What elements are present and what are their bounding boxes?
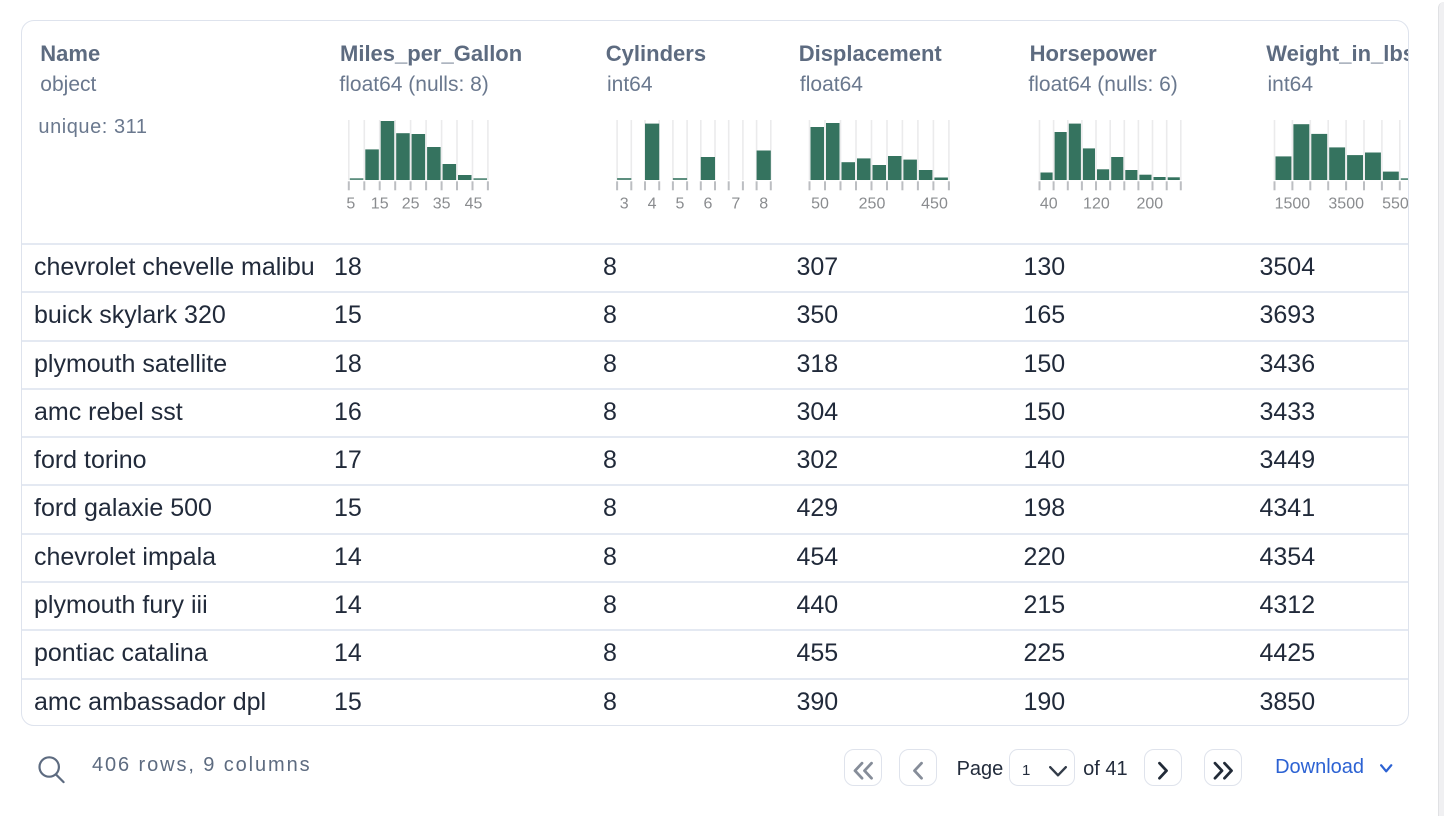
svg-text:5: 5 [346,196,355,213]
svg-text:7: 7 [731,196,740,213]
svg-text:35: 35 [433,196,451,213]
svg-text:1500: 1500 [1275,196,1311,213]
svg-text:15: 15 [371,196,389,213]
svg-text:8: 8 [759,196,768,213]
svg-text:250: 250 [859,196,886,213]
svg-text:3: 3 [620,196,629,213]
svg-text:120: 120 [1083,196,1110,213]
svg-text:200: 200 [1136,196,1163,213]
svg-text:4: 4 [648,196,657,213]
svg-text:6: 6 [703,196,712,213]
svg-text:50: 50 [811,196,829,213]
svg-text:45: 45 [465,196,483,213]
svg-text:5500: 5500 [1382,196,1409,213]
svg-text:25: 25 [402,196,420,213]
svg-text:40: 40 [1040,196,1058,213]
svg-text:3500: 3500 [1328,196,1364,213]
svg-text:5: 5 [676,196,685,213]
svg-text:450: 450 [921,196,948,213]
